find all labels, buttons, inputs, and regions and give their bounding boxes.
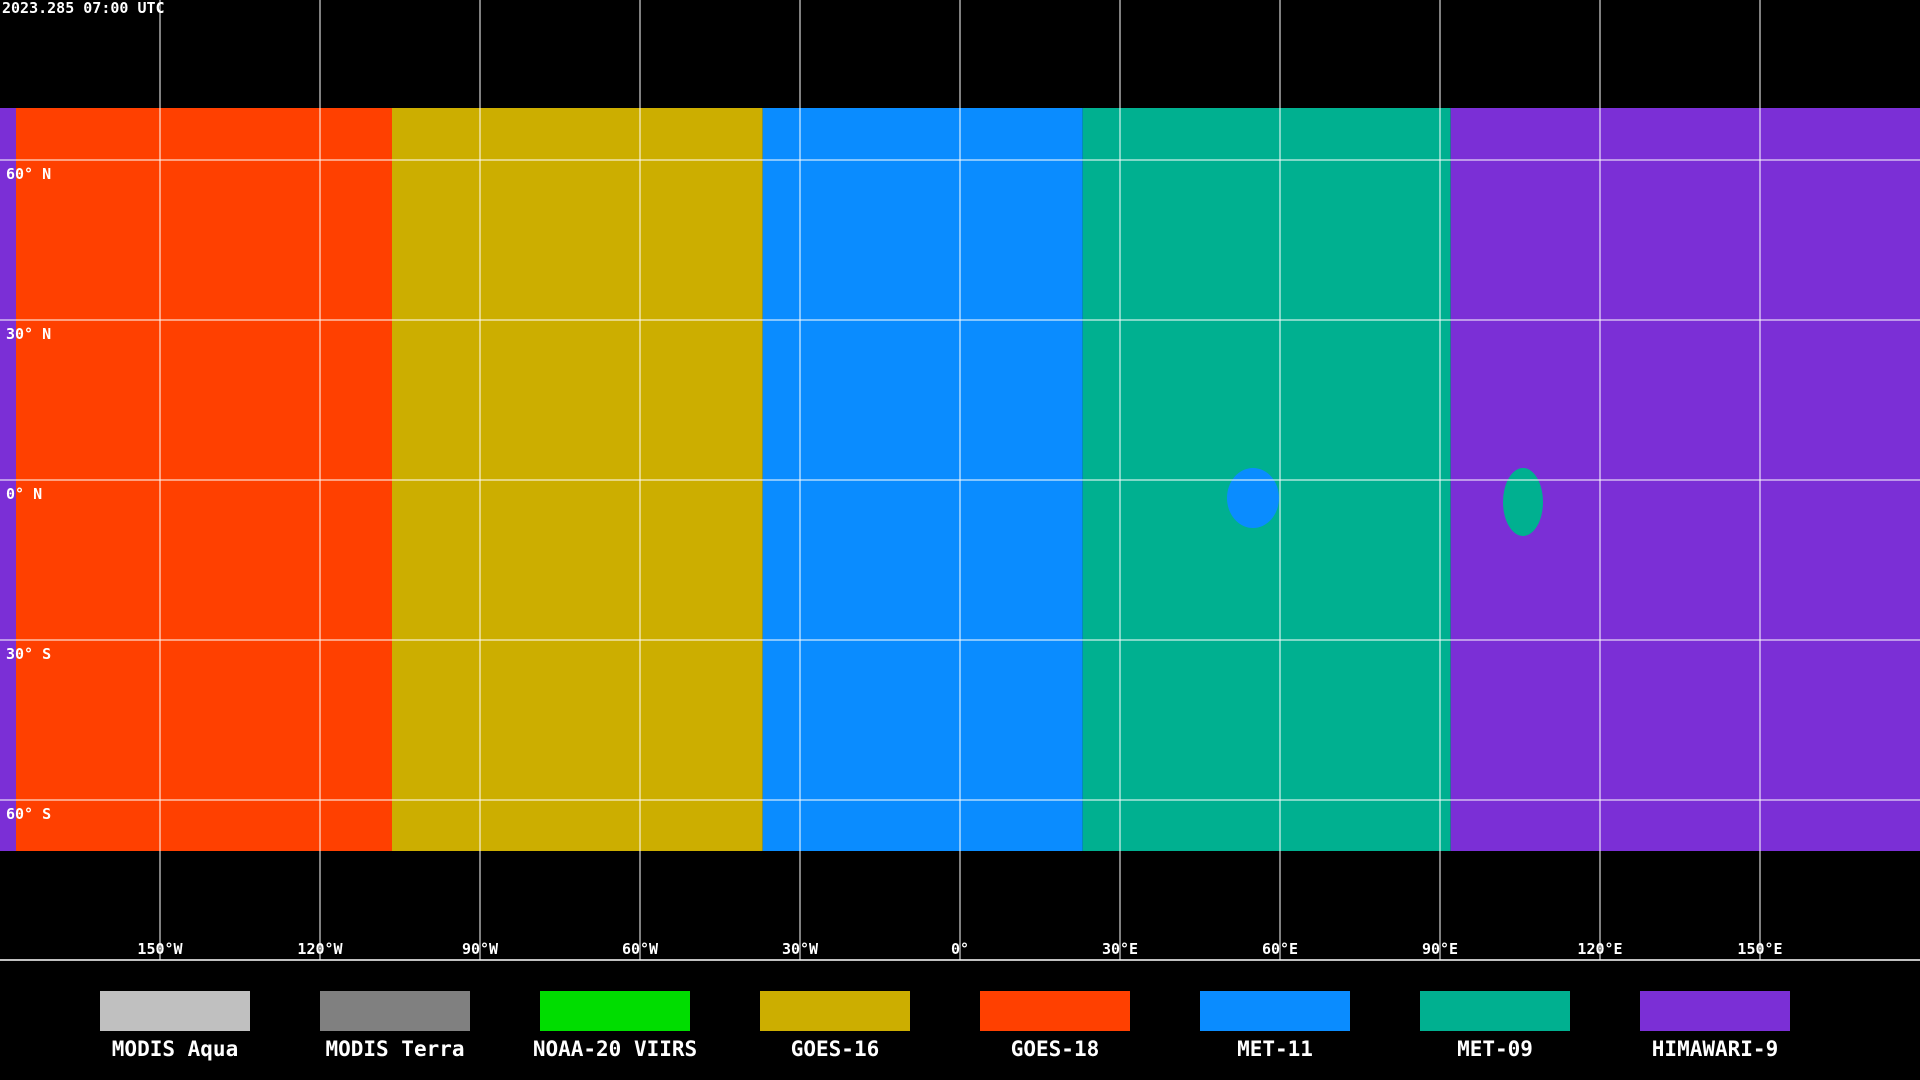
lon-label: 120°E bbox=[1577, 940, 1622, 958]
legend-swatch bbox=[760, 991, 910, 1031]
lon-label: 30°E bbox=[1102, 940, 1138, 958]
graticule bbox=[0, 0, 1920, 960]
legend-swatch bbox=[980, 991, 1130, 1031]
lon-label: 30°W bbox=[782, 940, 819, 958]
lon-label: 90°W bbox=[462, 940, 499, 958]
legend-swatch bbox=[320, 991, 470, 1031]
legend-swatch bbox=[100, 991, 250, 1031]
lon-label: 150°W bbox=[137, 940, 183, 958]
lon-label: 0° bbox=[951, 940, 969, 958]
lat-label: 60° N bbox=[6, 165, 51, 183]
lat-label: 60° S bbox=[6, 805, 51, 823]
legend-label: MET-11 bbox=[1237, 1037, 1313, 1061]
timestamp: 2023.285 07:00 UTC bbox=[2, 0, 165, 17]
legend-label: NOAA-20 VIIRS bbox=[533, 1037, 697, 1061]
legend-swatch bbox=[1420, 991, 1570, 1031]
lon-label: 90°E bbox=[1422, 940, 1458, 958]
legend-swatch bbox=[1640, 991, 1790, 1031]
lat-label: 30° S bbox=[6, 645, 51, 663]
legend-swatch bbox=[1200, 991, 1350, 1031]
coverage-patch bbox=[1503, 468, 1543, 536]
lat-label: 30° N bbox=[6, 325, 51, 343]
legend-label: GOES-16 bbox=[791, 1037, 880, 1061]
legend-label: MODIS Terra bbox=[325, 1037, 464, 1061]
lon-label: 60°W bbox=[622, 940, 659, 958]
legend-label: GOES-18 bbox=[1011, 1037, 1100, 1061]
lon-label: 150°E bbox=[1737, 940, 1782, 958]
lat-label: 0° N bbox=[6, 485, 42, 503]
legend-label: MODIS Aqua bbox=[112, 1037, 238, 1061]
legend-label: MET-09 bbox=[1457, 1037, 1533, 1061]
lon-label: 60°E bbox=[1262, 940, 1298, 958]
coverage-patch bbox=[1227, 468, 1279, 528]
legend-swatch bbox=[540, 991, 690, 1031]
lon-label: 120°W bbox=[297, 940, 343, 958]
legend-label: HIMAWARI-9 bbox=[1652, 1037, 1778, 1061]
